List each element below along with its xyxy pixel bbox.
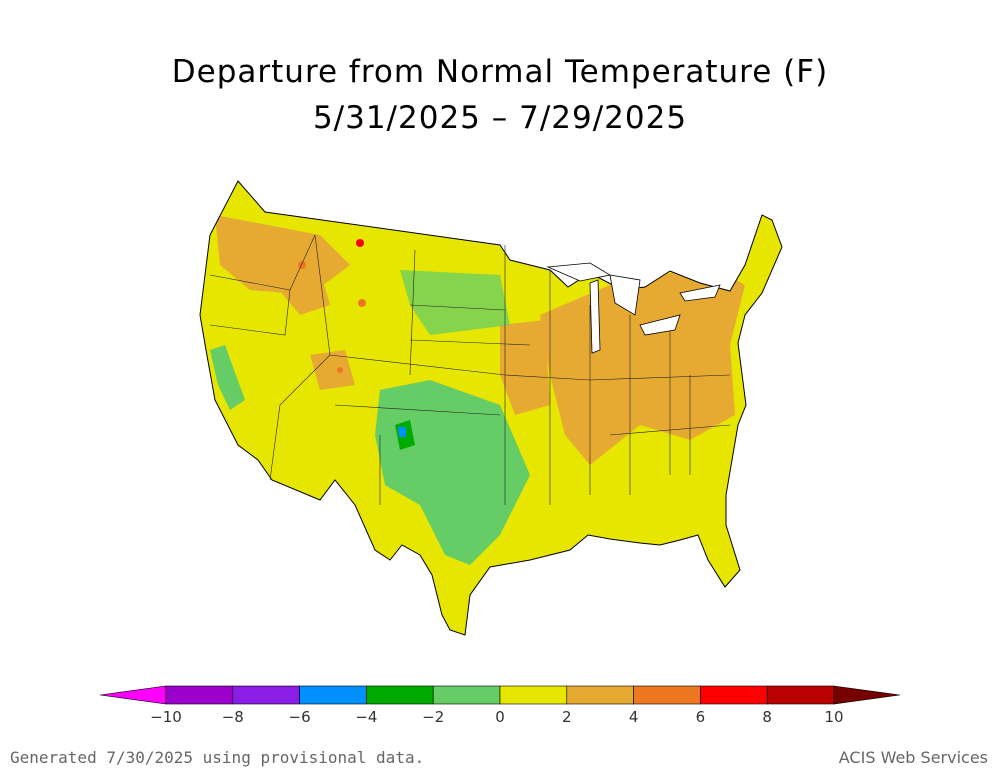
generated-note: Generated 7/30/2025 using provisional da… (10, 748, 425, 767)
legend-tick-label: −2 (422, 708, 444, 726)
warm-region-utah (310, 350, 355, 390)
legend-tick-label: 8 (762, 708, 772, 726)
map-date-range: 5/31/2025 – 7/29/2025 (312, 100, 688, 136)
legend-swatch (432, 685, 501, 705)
legend-tick-label: −4 (355, 708, 377, 726)
legend-tick-label: 0 (495, 708, 505, 726)
legend-tick-label: 2 (562, 708, 572, 726)
cold-spot-new-mexico (398, 427, 406, 437)
legend-tick-label: 6 (696, 708, 706, 726)
warm-region-plains (500, 320, 550, 415)
legend-tick-label: 10 (824, 708, 843, 726)
cool-region-north-plains (400, 270, 510, 335)
legend-arrow-low (99, 685, 167, 705)
legend-tick-label: −8 (222, 708, 244, 726)
hot-spot (356, 239, 364, 247)
color-scale-legend: −10 −8 −6 −4 −2 0 2 4 6 8 10 (99, 685, 901, 726)
source-credit: ACIS Web Services (838, 748, 988, 767)
state-borders (209, 234, 731, 505)
cool-region-california (210, 345, 245, 410)
legend-tick-label: −10 (150, 708, 182, 726)
legend-tick-label: −6 (289, 708, 311, 726)
legend-swatch (299, 685, 367, 705)
cool-region-southern-plains (375, 380, 530, 565)
great-lakes (546, 262, 721, 354)
legend-swatch (165, 685, 234, 705)
legend-swatch (499, 685, 568, 705)
hot-spot (358, 299, 366, 307)
map-title: Departure from Normal Temperature (F) (171, 54, 829, 90)
us-outline (199, 180, 783, 636)
hot-spot (298, 261, 306, 269)
legend-swatch (633, 685, 701, 705)
legend-arrow-high (833, 685, 901, 705)
hot-spot (337, 367, 343, 373)
us-temperature-departure-map (199, 180, 783, 636)
legend-swatch (766, 685, 835, 705)
legend-swatch (700, 685, 768, 705)
legend-swatch (366, 685, 434, 705)
legend-tick-label: 4 (629, 708, 639, 726)
legend-swatch (232, 685, 300, 705)
legend-swatch (566, 685, 634, 705)
